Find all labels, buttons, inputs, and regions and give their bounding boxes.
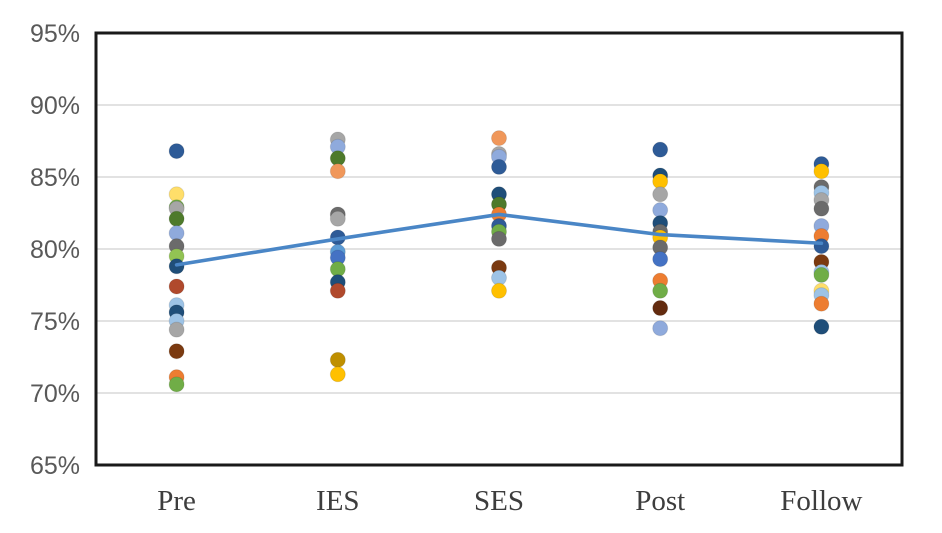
y-tick-label: 80% [30, 236, 80, 264]
y-tick-label: 95% [30, 20, 80, 48]
data-point [329, 351, 346, 368]
data-point [652, 141, 669, 158]
y-tick-label: 65% [30, 452, 80, 480]
x-tick-label: Pre [157, 485, 196, 517]
x-tick-label: IES [316, 485, 360, 517]
data-point [652, 282, 669, 299]
data-point [329, 282, 346, 299]
data-point [652, 300, 669, 317]
data-point [813, 200, 830, 217]
plot-frame [94, 31, 904, 467]
mean-line [174, 212, 824, 267]
x-tick-label: SES [474, 485, 524, 517]
y-tick-label: 75% [30, 308, 80, 336]
data-point [168, 143, 185, 160]
data-point [652, 320, 669, 337]
y-tick-label: 90% [30, 92, 80, 120]
x-tick-label: Post [635, 485, 685, 517]
data-point [491, 130, 507, 147]
data-point [491, 158, 507, 175]
data-point [813, 295, 830, 312]
data-point [652, 186, 669, 203]
data-point [168, 210, 185, 227]
data-point [168, 376, 185, 393]
data-point [168, 343, 185, 360]
data-point [491, 282, 507, 299]
data-point [813, 238, 830, 255]
data-point [491, 230, 507, 247]
data-point [813, 266, 830, 283]
x-tick-label: Follow [780, 485, 862, 517]
data-point [168, 321, 185, 338]
y-tick-label: 70% [30, 380, 80, 408]
data-point [813, 163, 830, 180]
data-point [652, 251, 669, 268]
data-point [329, 163, 346, 180]
data-point [813, 318, 830, 335]
data-point [329, 210, 346, 227]
data-point [168, 278, 185, 295]
y-tick-label: 85% [30, 164, 80, 192]
data-point [329, 366, 346, 383]
